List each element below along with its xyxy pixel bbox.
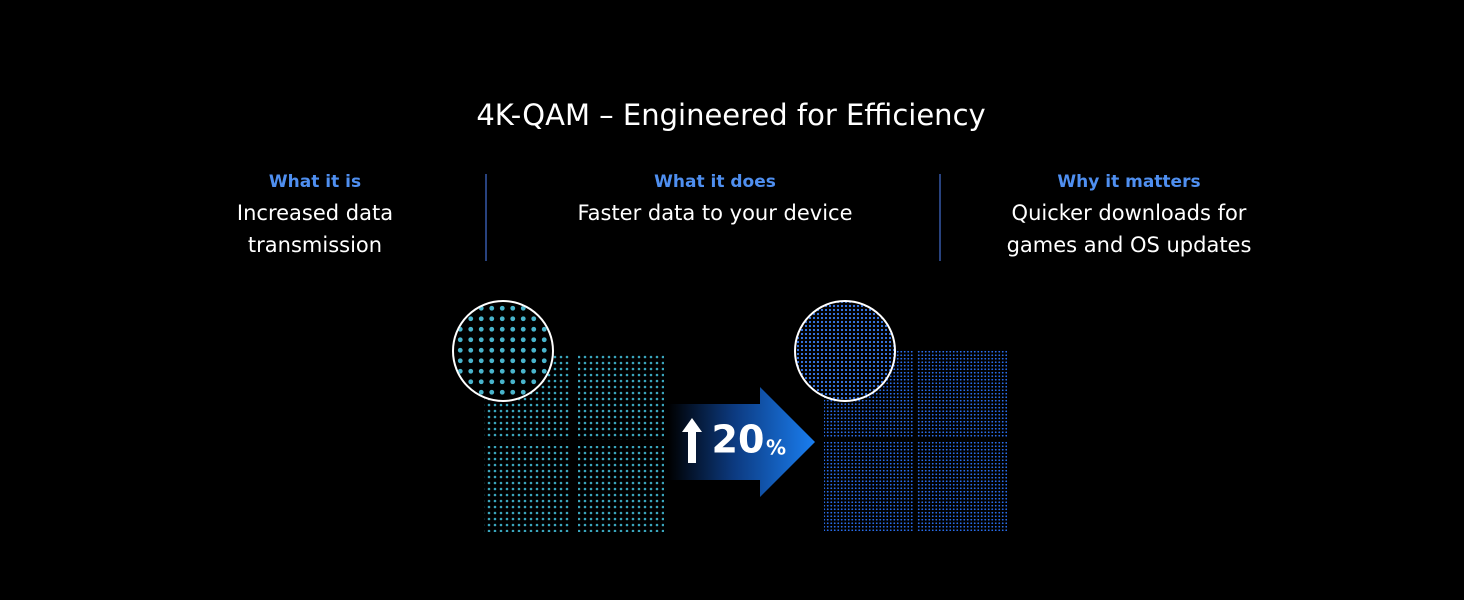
constellation-before [452,300,664,532]
column-text: Quicker downloads for [1012,201,1247,225]
title: 4K-QAM – Engineered for Efficiency [476,98,985,132]
column-label: What it does [654,172,776,192]
column-text: Increased data [237,201,393,225]
arrow: 20 % [668,387,815,497]
badge-number: 20 [712,418,765,462]
column-label: What it is [269,172,361,192]
column-text: games and OS updates [1007,233,1252,257]
constellation-after [794,300,1007,531]
column-label: Why it matters [1057,172,1200,192]
column-text: transmission [248,233,382,257]
column-text: Faster data to your device [577,201,852,225]
badge-unit: % [766,436,786,460]
